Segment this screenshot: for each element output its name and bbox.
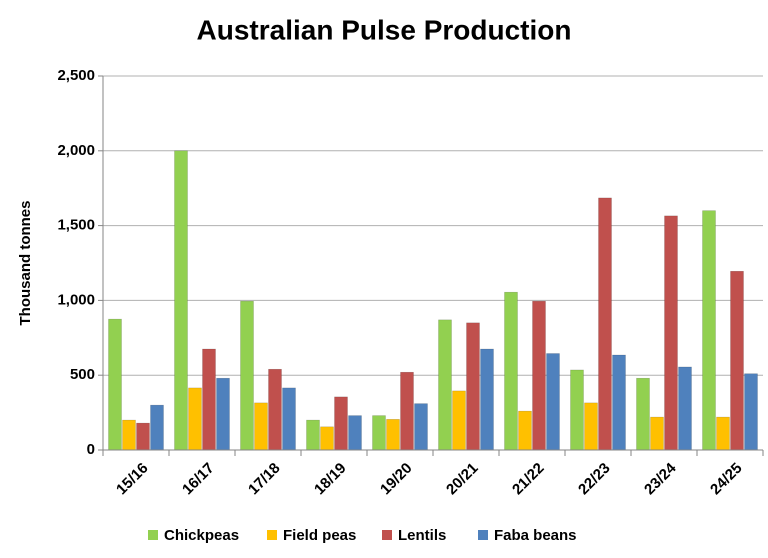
bar <box>504 291 518 451</box>
legend-swatch <box>382 530 392 540</box>
y-tick-label: 1,000 <box>57 291 95 308</box>
x-tick-label: 19/20 <box>377 460 416 499</box>
bar <box>306 419 320 451</box>
bar <box>372 415 386 451</box>
y-tick-label: 500 <box>70 366 95 383</box>
y-tick-label: 2,500 <box>57 67 95 84</box>
bar <box>480 348 494 451</box>
bar <box>678 366 692 451</box>
bar <box>150 404 164 451</box>
legend-swatch <box>478 530 488 540</box>
bar <box>466 322 480 451</box>
bar <box>744 373 758 451</box>
bar <box>650 416 664 451</box>
legend-label: Lentils <box>398 527 446 544</box>
bar <box>188 387 202 451</box>
bar <box>108 318 122 451</box>
legend-label: Field peas <box>283 527 356 544</box>
x-tick-label: 22/23 <box>575 460 614 499</box>
bar <box>216 377 230 451</box>
bar <box>452 390 466 451</box>
bar <box>532 300 546 451</box>
bar <box>612 354 626 451</box>
bar <box>730 270 744 451</box>
y-axis-label: Thousand tonnes <box>17 201 34 326</box>
bar <box>386 419 400 451</box>
bar <box>518 410 532 451</box>
bar <box>240 300 254 451</box>
legend-swatch <box>148 530 158 540</box>
x-tick-label: 18/19 <box>311 460 350 499</box>
bar <box>636 377 650 451</box>
x-tick-label: 23/24 <box>641 459 680 498</box>
legend-label: Faba beans <box>494 527 577 544</box>
bar <box>320 426 334 451</box>
bar <box>254 402 268 451</box>
bar <box>136 422 150 451</box>
legend-label: Chickpeas <box>164 527 239 544</box>
legend-swatch <box>267 530 277 540</box>
bar <box>282 387 296 451</box>
y-tick-label: 2,000 <box>57 142 95 159</box>
bar <box>414 403 428 451</box>
x-tick-label: 24/25 <box>707 460 746 499</box>
bar <box>438 319 452 451</box>
bar <box>334 396 348 451</box>
bar <box>400 371 414 451</box>
x-tick-label: 21/22 <box>509 460 548 499</box>
x-tick-label: 15/16 <box>113 460 152 499</box>
bar <box>664 215 678 451</box>
x-tick-label: 20/21 <box>443 460 482 499</box>
bar <box>348 415 362 451</box>
chart-title: Australian Pulse Production <box>197 14 572 45</box>
bar <box>202 348 216 451</box>
bar <box>122 419 136 451</box>
y-tick-label: 1,500 <box>57 217 95 234</box>
bar <box>546 353 560 451</box>
bar <box>716 416 730 451</box>
bar <box>268 368 282 451</box>
bar <box>702 210 716 451</box>
bar <box>598 197 612 451</box>
x-tick-label: 17/18 <box>245 460 284 499</box>
bar <box>174 150 188 451</box>
bar <box>584 402 598 451</box>
x-tick-label: 16/17 <box>179 460 218 499</box>
y-tick-label: 0 <box>87 441 95 458</box>
bar <box>570 369 584 451</box>
